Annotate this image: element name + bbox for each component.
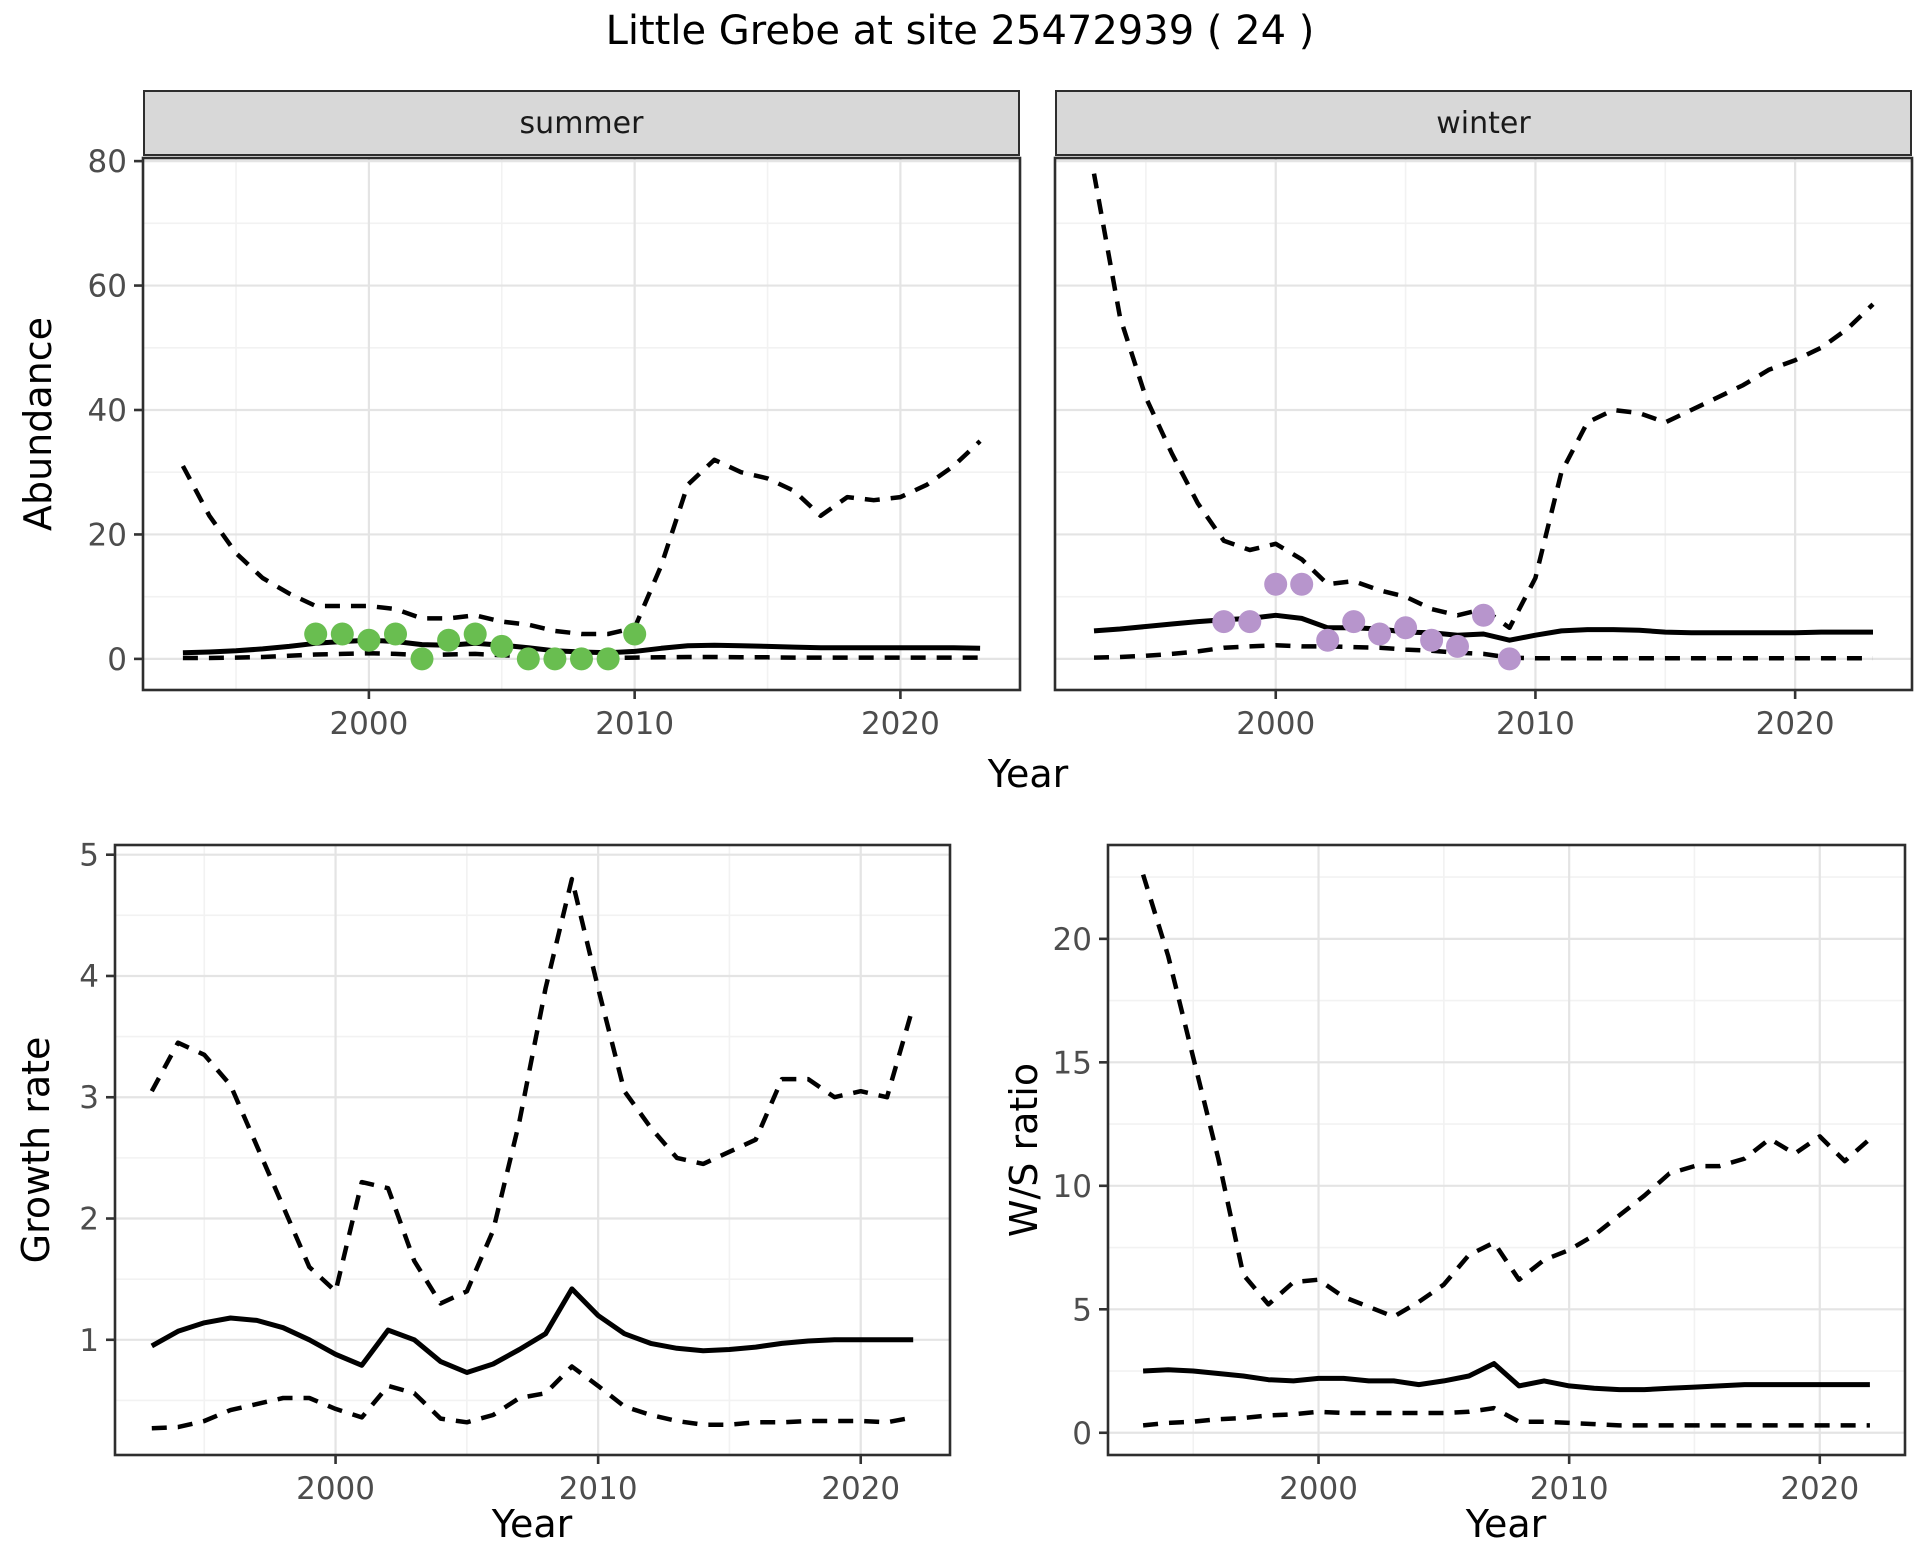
growth-rate-panel-border <box>113 843 952 1457</box>
abundance-axis-title: Abundance <box>16 316 60 532</box>
abundance-summer-observed-point <box>596 647 620 671</box>
y-tick-label: 4 <box>79 959 99 995</box>
abundance-winter-lower_95ci-line <box>1093 642 1873 661</box>
ws-ratio-axis-title: W/S ratio <box>1002 1062 1046 1238</box>
y-tick-label: 80 <box>88 144 127 180</box>
x-tick-label: 2010 <box>1530 1471 1609 1507</box>
year-axis-title-top: Year <box>987 752 1069 796</box>
y-tick-label: 2 <box>79 1202 99 1238</box>
abundance-winter-observed-point <box>1394 616 1418 640</box>
y-tick-label: 5 <box>1072 1292 1092 1328</box>
growth-rate-panel: 2000 2010 2020 1 2 3 4 5 <box>79 838 952 1507</box>
y-tick-label: 60 <box>88 269 127 305</box>
abundance-summer-observed-point <box>384 622 407 646</box>
ws-ratio-lower_95ci-line <box>1142 1405 1870 1428</box>
abundance-winter-observed-point <box>1342 610 1366 634</box>
y-tick-label: 20 <box>1053 922 1092 958</box>
y-tick-label: 10 <box>1053 1169 1092 1205</box>
abundance-summer-observed-point <box>623 622 647 646</box>
abundance-winter-panel: 2000 2010 2020 <box>1053 156 1914 742</box>
abundance-winter-observed-point <box>1238 610 1262 634</box>
ws-ratio-panel-border <box>1106 843 1907 1457</box>
y-tick-label: 5 <box>79 838 99 874</box>
abundance-summer-observed-point <box>516 647 540 671</box>
abundance-winter-observed-point <box>1420 628 1444 652</box>
x-tick-label: 2000 <box>296 1471 375 1507</box>
y-tick-label: 3 <box>79 1080 99 1116</box>
facet-strip-winter: winter <box>1055 90 1912 156</box>
abundance-summer-upper_95ci-line <box>180 439 982 637</box>
facet-strip-winter-label: winter <box>1436 105 1531 141</box>
ws-ratio-panel-background <box>1108 845 1905 1455</box>
x-tick-label: 2020 <box>821 1471 900 1507</box>
abundance-winter-observed-point <box>1212 610 1236 634</box>
growth-rate-upper_95ci-line <box>149 876 916 1306</box>
x-tick-label: 2010 <box>559 1471 638 1507</box>
abundance-summer-observed-point <box>570 647 593 671</box>
growth-rate-axis-title: Growth rate <box>14 1036 58 1264</box>
ws-ratio-fitted-line <box>1142 1361 1870 1393</box>
year-axis-title-bottom-right: Year <box>1465 1502 1547 1546</box>
abundance-winter-panel-border <box>1053 156 1914 692</box>
abundance-summer-observed-point <box>490 634 514 658</box>
abundance-winter-observed-point <box>1498 647 1521 671</box>
ws-ratio-upper_95ci-line <box>1140 873 1872 1319</box>
x-tick-label: 2020 <box>861 706 940 742</box>
facet-strip-summer-label: summer <box>519 105 644 141</box>
abundance-summer-panel-border <box>141 156 1022 692</box>
x-tick-label: 2000 <box>1279 1471 1358 1507</box>
abundance-summer-observed-point <box>437 628 461 652</box>
x-tick-label: 2000 <box>1236 706 1315 742</box>
x-tick-label: 2010 <box>1496 706 1575 742</box>
x-tick-label: 2020 <box>1756 706 1835 742</box>
abundance-summer-panel: 2000 2010 2020 0 20 40 60 80 <box>88 144 1022 742</box>
abundance-winter-observed-point <box>1290 572 1314 596</box>
abundance-winter-panel-background <box>1055 158 1912 690</box>
abundance-winter-observed-point <box>1316 628 1340 652</box>
y-tick-label: 1 <box>79 1323 99 1359</box>
y-tick-label: 0 <box>107 642 127 678</box>
abundance-summer-observed-point <box>543 647 567 671</box>
y-tick-label: 15 <box>1053 1045 1092 1081</box>
abundance-winter-observed-point <box>1264 572 1288 596</box>
y-tick-label: 20 <box>88 517 127 553</box>
x-tick-label: 2010 <box>595 706 674 742</box>
growth-rate-fitted-line <box>150 1286 914 1375</box>
growth-rate-panel-background <box>115 845 950 1455</box>
x-tick-label: 2020 <box>1780 1471 1859 1507</box>
page-title: Little Grebe at site 25472939 ( 24 ) <box>605 8 1315 54</box>
abundance-winter-observed-point <box>1472 603 1495 627</box>
ws-ratio-panel: 2000 2010 2020 0 5 10 15 20 <box>1053 843 1907 1507</box>
facet-strip-summer: summer <box>143 90 1020 156</box>
abundance-summer-observed-point <box>463 622 487 646</box>
x-tick-label: 2000 <box>329 706 408 742</box>
abundance-summer-observed-point <box>330 622 354 646</box>
growth-rate-lower_95ci-line <box>151 1364 914 1431</box>
abundance-summer-observed-point <box>357 628 381 652</box>
abundance-summer-panel-background <box>143 158 1020 690</box>
abundance-summer-observed-point <box>304 622 328 646</box>
y-tick-label: 0 <box>1072 1416 1092 1452</box>
year-axis-title-bottom-left: Year <box>491 1502 573 1546</box>
y-tick-label: 40 <box>88 393 127 429</box>
abundance-winter-observed-point <box>1368 622 1392 646</box>
abundance-winter-observed-point <box>1446 634 1469 658</box>
abundance-summer-observed-point <box>410 647 434 671</box>
